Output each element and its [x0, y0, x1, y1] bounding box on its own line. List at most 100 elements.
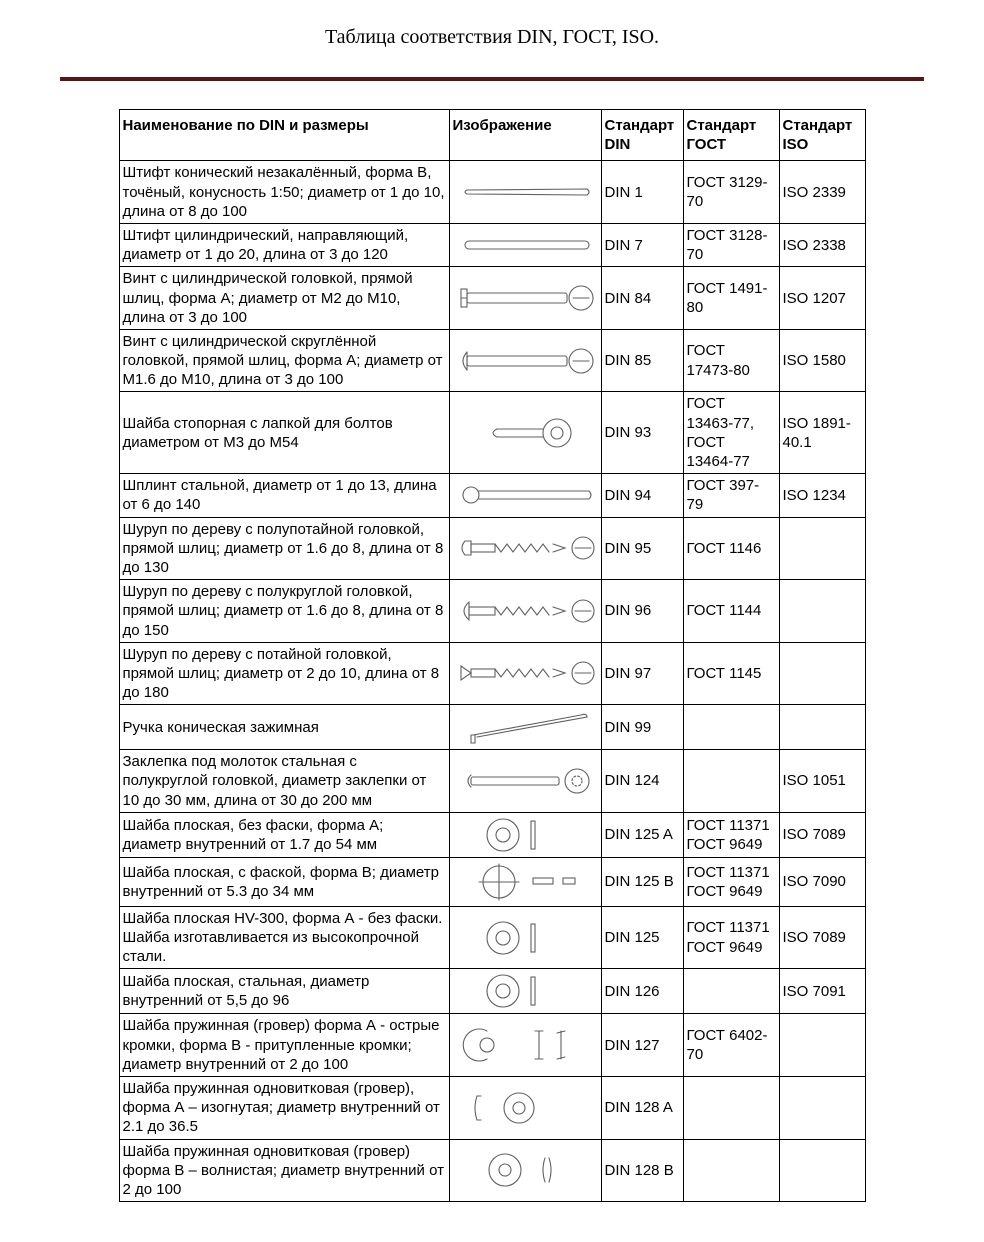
clamp-handle-icon: [453, 707, 598, 747]
col-din: Стандарт DIN: [601, 110, 683, 161]
cell-iso: ISO 2339: [779, 161, 865, 224]
cell-gost: [683, 969, 779, 1014]
cell-gost: ГОСТ 3128-70: [683, 223, 779, 266]
cell-name: Шуруп по дереву с полупотайной головкой,…: [119, 517, 449, 580]
cell-iso: ISO 1234: [779, 474, 865, 517]
cell-iso: ISO 7090: [779, 857, 865, 906]
cell-gost: ГОСТ 1146: [683, 517, 779, 580]
table-row: Заклепка под молоток стальная с полукруг…: [119, 750, 865, 813]
standards-table: Наименование по DIN и размеры Изображени…: [119, 109, 866, 1202]
cell-din: DIN 128 B: [601, 1139, 683, 1202]
cell-gost: ГОСТ 1144: [683, 580, 779, 643]
cell-iso: [779, 1139, 865, 1202]
cell-iso: ISO 1207: [779, 267, 865, 330]
cotter-pin-icon: [453, 478, 598, 512]
cell-din: DIN 95: [601, 517, 683, 580]
cell-iso: [779, 1076, 865, 1139]
cell-image: [449, 392, 601, 474]
cell-gost: ГОСТ 6402-70: [683, 1014, 779, 1077]
page: Таблица соответствия DIN, ГОСТ, ISO. Наи…: [0, 0, 984, 1242]
cell-din: DIN 7: [601, 223, 683, 266]
divider-rule: [60, 77, 924, 81]
cell-iso: ISO 7089: [779, 812, 865, 857]
cell-iso: ISO 1051: [779, 750, 865, 813]
table-row: Шайба стопорная с лапкой для болтов диам…: [119, 392, 865, 474]
cell-din: DIN 85: [601, 329, 683, 392]
cell-gost: ГОСТ 11371 ГОСТ 9649: [683, 812, 779, 857]
cell-image: [449, 705, 601, 750]
cell-din: DIN 125 B: [601, 857, 683, 906]
cyl-pin-icon: [453, 228, 598, 262]
cell-name: Шайба плоская, стальная, диаметр внутрен…: [119, 969, 449, 1014]
cell-gost: ГОСТ 1145: [683, 642, 779, 705]
spring-washer-icon: [453, 1025, 598, 1065]
screw-round-head-icon: [453, 344, 598, 378]
cell-din: DIN 97: [601, 642, 683, 705]
cell-image: [449, 1139, 601, 1202]
col-gost: Стандарт ГОСТ: [683, 110, 779, 161]
table-row: Шуруп по дереву с полупотайной головкой,…: [119, 517, 865, 580]
taper-pin-icon: [453, 175, 598, 209]
cell-name: Шайба плоская HV-300, форма А - без фаск…: [119, 906, 449, 969]
table-row: Шайба пружинная одновитковая (гровер) фо…: [119, 1139, 865, 1202]
cell-iso: [779, 580, 865, 643]
cell-gost: ГОСТ 17473-80: [683, 329, 779, 392]
wood-screw-csk-icon: [453, 656, 598, 690]
cell-image: [449, 1076, 601, 1139]
cell-name: Винт с цилиндрической головкой, прямой ш…: [119, 267, 449, 330]
cell-din: DIN 94: [601, 474, 683, 517]
cell-name: Шайба пружинная (гровер) форма А - остры…: [119, 1014, 449, 1077]
cell-gost: ГОСТ 11371 ГОСТ 9649: [683, 906, 779, 969]
cell-name: Шайба пружинная одновитковая (гровер) фо…: [119, 1139, 449, 1202]
cell-gost: ГОСТ 11371 ГОСТ 9649: [683, 857, 779, 906]
cell-gost: [683, 1076, 779, 1139]
cell-din: DIN 99: [601, 705, 683, 750]
cell-image: [449, 580, 601, 643]
cell-gost: [683, 1139, 779, 1202]
cell-din: DIN 124: [601, 750, 683, 813]
wood-screw-round-icon: [453, 594, 598, 628]
col-image: Изображение: [449, 110, 601, 161]
table-row: Ручка коническая зажимнаяDIN 99: [119, 705, 865, 750]
cell-gost: ГОСТ 13463-77, ГОСТ 13464-77: [683, 392, 779, 474]
cell-name: Штифт цилиндрический, направляющий, диам…: [119, 223, 449, 266]
cell-name: Шуруп по дереву с потайной головкой, пря…: [119, 642, 449, 705]
cell-name: Шайба пружинная одновитковая (гровер), ф…: [119, 1076, 449, 1139]
cell-image: [449, 906, 601, 969]
cell-din: DIN 125 A: [601, 812, 683, 857]
cell-din: DIN 127: [601, 1014, 683, 1077]
cell-image: [449, 969, 601, 1014]
table-row: Шайба пружинная (гровер) форма А - остры…: [119, 1014, 865, 1077]
table-row: Штифт цилиндрический, направляющий, диам…: [119, 223, 865, 266]
cell-image: [449, 517, 601, 580]
table-row: Винт с цилиндрической скруглённой головк…: [119, 329, 865, 392]
table-row: Шайба плоская HV-300, форма А - без фаск…: [119, 906, 865, 969]
cell-iso: [779, 517, 865, 580]
cell-iso: ISO 7091: [779, 969, 865, 1014]
cell-name: Шплинт стальной, диаметр от 1 до 13, дли…: [119, 474, 449, 517]
cell-name: Винт с цилиндрической скруглённой головк…: [119, 329, 449, 392]
cell-gost: [683, 750, 779, 813]
cell-image: [449, 642, 601, 705]
cell-iso: [779, 1014, 865, 1077]
cell-image: [449, 474, 601, 517]
cell-name: Шуруп по дереву с полукруглой головкой, …: [119, 580, 449, 643]
cell-image: [449, 750, 601, 813]
table-row: Штифт конический незакалённый, форма B, …: [119, 161, 865, 224]
cell-name: Шайба плоская, без фаски, форма А; диаме…: [119, 812, 449, 857]
cell-image: [449, 812, 601, 857]
cell-din: DIN 1: [601, 161, 683, 224]
washer-a-icon: [453, 815, 598, 855]
curved-washer-icon: [453, 1088, 598, 1128]
cell-din: DIN 125: [601, 906, 683, 969]
cell-iso: [779, 705, 865, 750]
washer-a-icon: [453, 971, 598, 1011]
cell-din: DIN 128 A: [601, 1076, 683, 1139]
washer-a-icon: [453, 918, 598, 958]
cell-image: [449, 1014, 601, 1077]
table-row: Шайба пружинная одновитковая (гровер), ф…: [119, 1076, 865, 1139]
cell-image: [449, 161, 601, 224]
table-row: Шайба плоская, стальная, диаметр внутрен…: [119, 969, 865, 1014]
table-row: Шуруп по дереву с полукруглой головкой, …: [119, 580, 865, 643]
table-header-row: Наименование по DIN и размеры Изображени…: [119, 110, 865, 161]
